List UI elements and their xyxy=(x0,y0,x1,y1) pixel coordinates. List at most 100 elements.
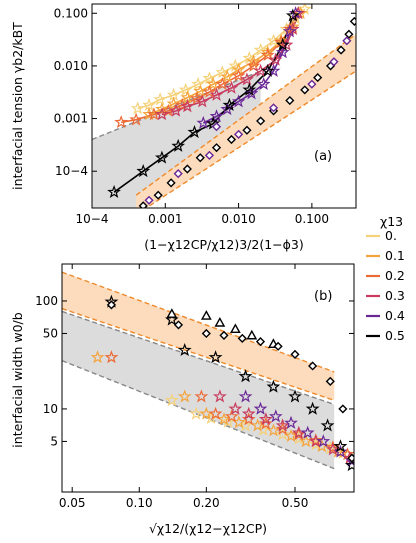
point-4-2 xyxy=(220,102,235,116)
point-5-2 xyxy=(177,342,192,357)
point-7-8 xyxy=(342,36,352,46)
ytick-label-0: 5 xyxy=(50,434,58,448)
point-5-1 xyxy=(136,163,151,178)
band-0 xyxy=(62,272,335,401)
point-7-11 xyxy=(347,453,354,463)
point-4-5 xyxy=(256,76,271,90)
panel-b-label: (b) xyxy=(314,289,332,304)
point-3-0 xyxy=(155,107,169,121)
ytick-label-0: 10−4 xyxy=(55,164,88,178)
point-2-0 xyxy=(114,115,129,129)
point-5-0 xyxy=(107,184,121,198)
xtick-label-3: 0.100 xyxy=(295,212,329,226)
band-lower-dash-1 xyxy=(144,70,356,208)
point-3-5 xyxy=(224,80,239,94)
point-5-3 xyxy=(208,350,223,364)
xtick-label-0: 10−4 xyxy=(76,212,109,226)
point-2-5 xyxy=(190,91,204,105)
point-5-9 xyxy=(275,37,290,51)
point-4-4 xyxy=(244,86,259,100)
point-2-0 xyxy=(104,350,119,364)
point-5-6 xyxy=(222,97,237,112)
point-1-2 xyxy=(166,96,181,110)
point-3-0 xyxy=(212,389,227,403)
point-0-6 xyxy=(202,71,217,85)
point-2-7 xyxy=(215,76,230,90)
point-5-2 xyxy=(155,150,169,164)
point-7-7 xyxy=(290,349,300,359)
point-7-2 xyxy=(204,150,215,160)
point-6-2 xyxy=(214,316,226,327)
point-3-4 xyxy=(275,418,290,432)
point-6-2 xyxy=(166,178,176,188)
legend-label-3: 0.3 xyxy=(385,288,405,303)
point-6-4 xyxy=(246,329,258,340)
point-6-7 xyxy=(242,125,252,135)
point-4-6 xyxy=(333,444,348,458)
point-6-11 xyxy=(300,85,310,95)
point-2-11 xyxy=(274,35,288,49)
point-2-4 xyxy=(241,412,256,426)
point-1-8 xyxy=(246,54,261,68)
point-4-7 xyxy=(344,453,354,467)
ytick-label-1: 0.001 xyxy=(54,112,88,126)
point-3-4 xyxy=(209,87,224,101)
point-7-8 xyxy=(308,361,318,371)
point-3-7 xyxy=(326,442,340,456)
point-4-0 xyxy=(196,115,211,129)
point-4-1 xyxy=(209,109,224,123)
xtick-label-0: 0.05 xyxy=(59,496,86,510)
point-2-6 xyxy=(202,84,217,98)
point-6-1 xyxy=(153,190,163,200)
panel-a-bands xyxy=(92,33,356,208)
point-7-1 xyxy=(173,169,183,179)
ytick-label-1: 10 xyxy=(43,402,58,416)
point-7-3 xyxy=(219,330,229,340)
point-7-3 xyxy=(211,122,222,132)
ytick-label-3: 100 xyxy=(35,294,58,308)
point-5-8 xyxy=(320,418,335,432)
point-7-7 xyxy=(329,57,339,67)
xtick-label-2: 0.010 xyxy=(221,212,255,226)
band-1 xyxy=(136,34,356,208)
point-6-10 xyxy=(285,95,295,106)
point-7-5 xyxy=(268,103,279,113)
panel-b-points xyxy=(90,294,354,472)
point-4-3 xyxy=(231,94,246,108)
point-4-3 xyxy=(284,415,298,429)
point-1-3 xyxy=(217,412,231,426)
point-0-7 xyxy=(291,431,306,445)
panel-a-points xyxy=(107,4,356,208)
point-2-6 xyxy=(275,421,290,436)
point-6-5 xyxy=(211,143,222,153)
point-6-6 xyxy=(226,134,237,145)
point-7-2 xyxy=(201,328,211,339)
point-2-10 xyxy=(260,47,275,62)
point-6-12 xyxy=(313,73,323,83)
point-2-3 xyxy=(224,409,239,423)
point-5-9 xyxy=(333,439,348,453)
point-2-8 xyxy=(308,433,323,447)
point-3-9 xyxy=(279,37,294,51)
point-2-5 xyxy=(258,416,273,430)
legend: χ13 0. 0.1 0.2 0.3 0.4 0.5 xyxy=(366,214,405,343)
point-7-0 xyxy=(144,195,154,205)
point-7-6 xyxy=(273,341,283,351)
panel-b-ticks: 0.05 0.10 0.20 0.50 5 10 50 100 xyxy=(35,264,354,510)
point-6-3 xyxy=(182,164,192,174)
point-4-7 xyxy=(275,45,290,59)
point-0-0 xyxy=(130,101,145,115)
point-3-2 xyxy=(180,99,195,113)
point-5-10 xyxy=(285,8,300,22)
legend-label-1: 0.1 xyxy=(385,248,405,263)
point-0-5 xyxy=(256,422,271,436)
ytick-label-3: 0.100 xyxy=(54,6,88,20)
legend-label-5: 0.5 xyxy=(385,328,405,343)
legend-label-4: 0.4 xyxy=(385,308,405,323)
point-2-8 xyxy=(231,68,246,82)
point-0-6 xyxy=(275,427,290,441)
panel-a-frame xyxy=(91,3,357,209)
point-5-4 xyxy=(238,369,253,383)
legend-label-2: 0.2 xyxy=(385,268,405,283)
